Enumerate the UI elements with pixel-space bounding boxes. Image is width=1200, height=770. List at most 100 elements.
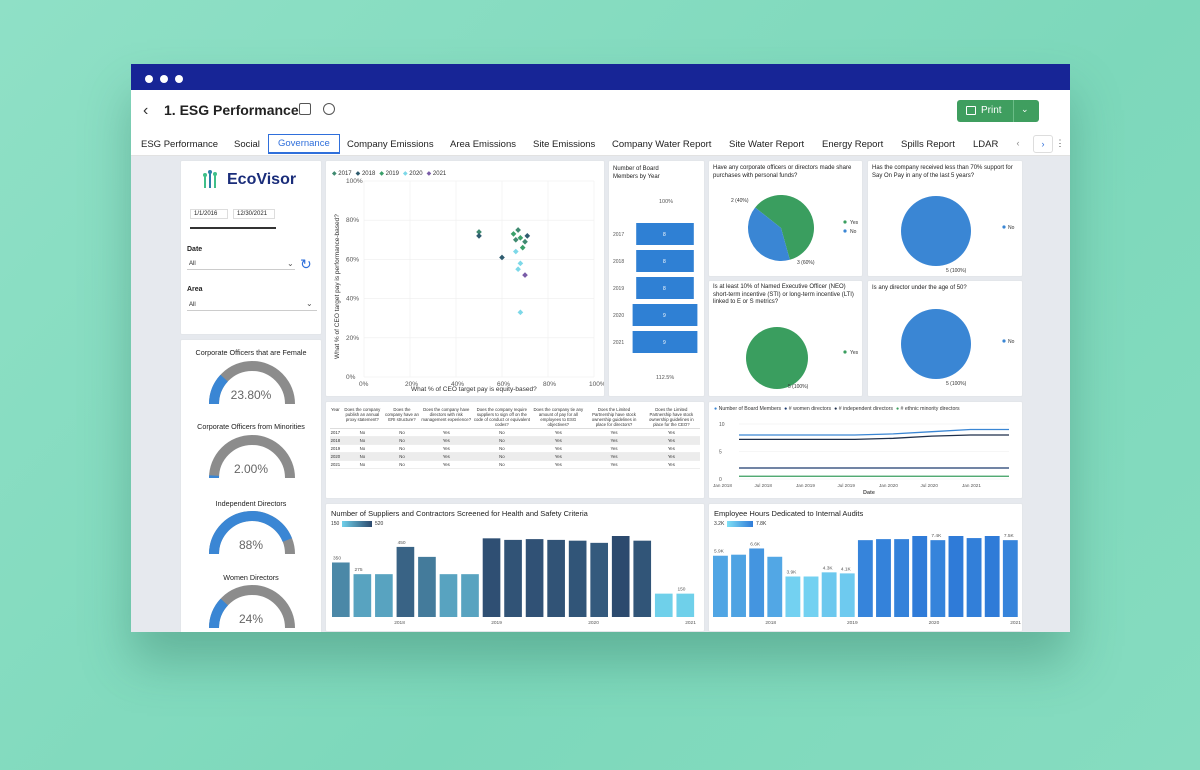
tab-esg-performance[interactable]: ESG Performance — [141, 139, 219, 150]
window-dot[interactable] — [175, 75, 183, 83]
board-category-label: 2019 — [613, 286, 624, 292]
board-bar — [632, 304, 698, 326]
pie-callout: 2 (40%) — [731, 198, 749, 204]
tab-social[interactable]: Social — [234, 139, 260, 150]
x-tick-label: Jan 2018 — [713, 483, 732, 488]
tab-spills-report[interactable]: Spills Report — [901, 139, 955, 150]
table-cell: No — [472, 452, 532, 461]
table-cell: 2018 — [330, 436, 341, 445]
table-cell: No — [340, 436, 384, 445]
chevron-down-icon[interactable]: ⌄ — [1021, 104, 1029, 114]
area-dropdown[interactable]: All — [187, 300, 317, 311]
board-bar — [636, 250, 694, 272]
scatter-point — [519, 244, 526, 251]
bar — [966, 538, 982, 617]
tab-ldar[interactable]: LDAR — [973, 139, 999, 150]
scatter-point — [515, 227, 521, 233]
y-tick-label: 20% — [346, 335, 359, 342]
bar — [482, 538, 501, 617]
bar — [525, 539, 544, 617]
table-cell: Yes — [585, 460, 643, 469]
legend-dot — [1002, 225, 1006, 229]
table-cell: No — [340, 460, 384, 469]
bar-label: 4.3K — [823, 565, 834, 571]
x-tick-label: 100% — [589, 381, 605, 388]
gauge-title-minorities: Corporate Officers from Minorities — [197, 422, 305, 431]
bar-label: 7.5K — [1004, 533, 1015, 539]
bar — [767, 556, 783, 617]
gauge-fill — [209, 598, 229, 629]
chevron-left-icon[interactable]: ‹ — [1008, 135, 1028, 153]
window-dot[interactable] — [160, 75, 168, 83]
gauge-independent — [209, 511, 295, 555]
x-tick-label: Jul 2020 — [921, 483, 939, 488]
pie-title: Is at least 10% of Named Executive Offic… — [713, 284, 854, 305]
scale-min: 3.2K — [714, 521, 725, 527]
board-bar — [636, 223, 694, 245]
print-button[interactable]: Print ⌄ — [957, 100, 1039, 122]
x-tick-label: 2021 — [685, 620, 696, 626]
date-start-input[interactable]: 1/1/2016 — [190, 209, 228, 219]
date-slider[interactable] — [190, 227, 276, 229]
tab-company-water-report[interactable]: Company Water Report — [612, 139, 712, 150]
bar — [930, 540, 946, 617]
pie-card-director-age: Is any director under the age of 50? 5 (… — [867, 280, 1023, 397]
refresh-icon[interactable]: ↻ — [300, 256, 312, 272]
tab-site-emissions[interactable]: Site Emissions — [533, 139, 596, 150]
report-canvas: EcoVisor 1/1/2016 12/30/2021 Date All ⌄ … — [131, 156, 1070, 632]
bar — [749, 548, 765, 617]
board-bar-label: 9 — [663, 313, 666, 319]
date-end-input[interactable]: 12/30/2021 — [233, 209, 275, 219]
pie-slice — [748, 207, 790, 261]
tab-company-emissions[interactable]: Company Emissions — [347, 139, 434, 150]
x-tick-label: Jan 2019 — [796, 483, 815, 488]
table-cell: Yes — [642, 428, 700, 437]
x-tick-label: Jan 2021 — [962, 483, 981, 488]
gauge-fill — [209, 511, 292, 555]
tab-area-emissions[interactable]: Area Emissions — [450, 139, 516, 150]
more-options-icon[interactable]: ⋮ — [1054, 135, 1066, 153]
tab-energy-report[interactable]: Energy Report — [822, 139, 884, 150]
y-tick-label: 5 — [719, 450, 722, 456]
chevron-down-icon[interactable]: ⌄ — [287, 259, 294, 268]
bar — [353, 574, 372, 617]
bar — [785, 576, 801, 617]
date-dropdown[interactable]: All — [187, 259, 295, 270]
table-header-row: Year Does the company publish an annual p… — [330, 406, 700, 429]
y-tick-label: 10 — [719, 422, 725, 428]
bar-label: 476 — [591, 536, 599, 542]
scatter-point — [517, 309, 524, 316]
chevron-down-icon[interactable]: ⌄ — [306, 299, 313, 308]
table-cell: Yes — [642, 436, 700, 445]
scatter-legend: ◆ 2017 ◆ 2018 ◆ 2019 ◆ 2020 ◆ 2021 — [332, 170, 450, 177]
table-cell: Yes — [419, 428, 473, 437]
tab-site-water-report[interactable]: Site Water Report — [729, 139, 805, 150]
table-row: 2018 No No Yes No Yes Yes Yes — [330, 436, 700, 445]
printer-icon — [966, 106, 976, 115]
table-cell: No — [472, 436, 532, 445]
scatter-plot: 0%0% 20% 20% 40% 40% 60% 60% 80% 80% 100% 100% — [346, 178, 605, 388]
table-row: 2019 No No Yes No Yes Yes Yes — [330, 444, 700, 453]
add-page-icon[interactable] — [323, 103, 335, 115]
window-dot[interactable] — [145, 75, 153, 83]
pie-title: Is any director under the age of 50? — [872, 285, 967, 291]
tab-governance[interactable]: Governance — [268, 134, 340, 154]
bar-label: 5.9K — [714, 549, 725, 555]
scatter-point — [510, 231, 517, 237]
bar — [504, 539, 522, 617]
bar-label: 495 — [505, 533, 513, 539]
table-row: 2020 No No Yes No Yes Yes Yes — [330, 452, 700, 461]
board-bottom-label: 112.5% — [656, 375, 675, 381]
pie-callout: 5 (100%) — [946, 268, 967, 274]
note-icon[interactable] — [299, 103, 311, 115]
gauge-female — [209, 361, 295, 405]
back-arrow-icon[interactable]: ‹ — [143, 102, 149, 119]
line-legend: ● Number of Board Members ● # women direc… — [714, 406, 963, 412]
color-scale — [727, 521, 753, 527]
app-window: ‹ 1. ESG Performance Print ⌄ ESG Perform… — [131, 64, 1070, 632]
bar — [396, 546, 415, 617]
chevron-right-icon[interactable]: › — [1033, 135, 1053, 153]
legend-item: ◆ 2021 — [426, 171, 447, 177]
line-xlabel: Date — [863, 490, 875, 496]
table-header-cell: Does the company require suppliers to si… — [472, 406, 532, 429]
